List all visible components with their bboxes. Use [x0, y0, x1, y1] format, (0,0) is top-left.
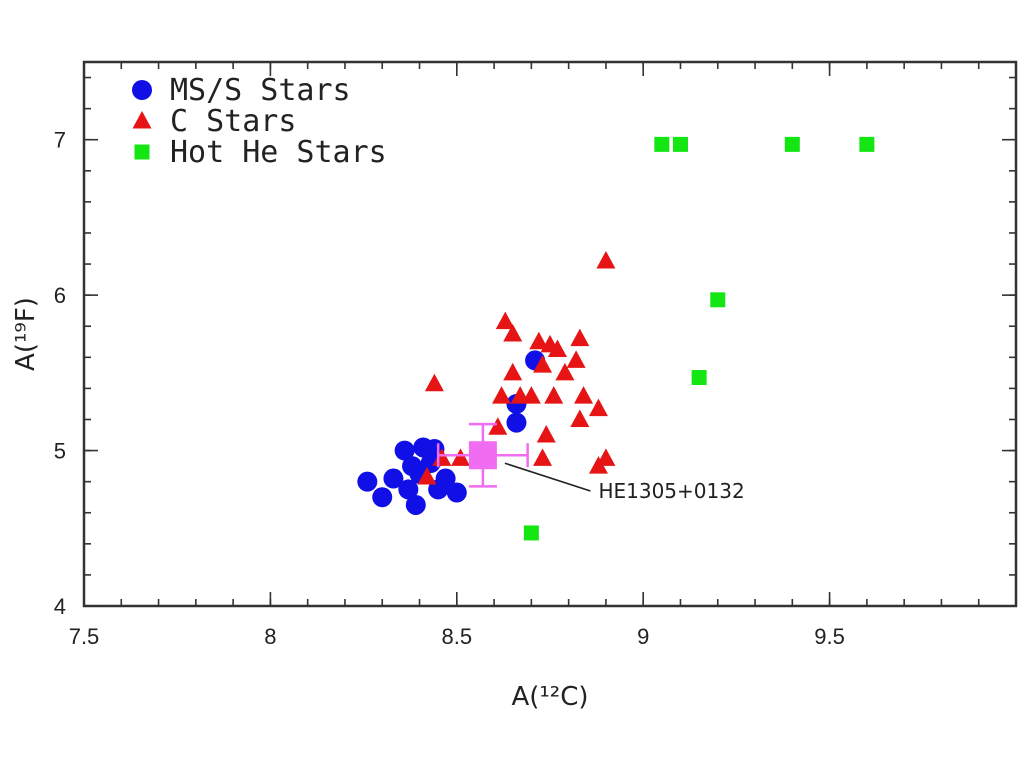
hot-he-stars-point: [784, 136, 800, 152]
data-marks: [357, 136, 875, 541]
ms-s-stars-point: [405, 494, 426, 515]
c-stars-point: [533, 355, 553, 373]
hot-he-stars-point: [654, 136, 670, 152]
c-stars-point: [451, 448, 471, 466]
c-stars-point: [492, 386, 512, 404]
y-axis-label: A(¹⁹F): [11, 297, 41, 371]
c-stars-point: [503, 324, 523, 342]
c-stars-point: [596, 250, 616, 269]
c-stars-point: [424, 373, 444, 392]
c-stars-point: [547, 339, 567, 358]
x-tick-label: 8: [264, 624, 276, 649]
highlight-star-group: HE1305+0132: [436, 422, 745, 503]
c-stars-point: [555, 362, 575, 381]
hot-he-stars-point: [691, 370, 707, 386]
plot-frame: [82, 60, 1018, 608]
c-stars-point: [570, 328, 590, 347]
x-tick-label: 9.5: [814, 624, 845, 649]
legend-marker-ms-s-stars: [132, 80, 152, 100]
c-stars-point: [521, 386, 541, 404]
c-stars-point: [588, 398, 608, 417]
ms-s-stars-point: [402, 456, 423, 477]
c-stars-point: [566, 350, 586, 368]
c-stars-point: [596, 448, 616, 466]
x-tick-label: 7.5: [69, 624, 100, 649]
x-tick-label: 9: [637, 624, 649, 649]
c-stars-point: [495, 311, 515, 330]
legend-label-hot-he-stars: Hot He Stars: [170, 135, 387, 170]
highlight-star-point: [468, 441, 497, 470]
ms-s-stars-point: [398, 479, 419, 500]
y-tick-label: 5: [54, 439, 66, 464]
y-tick-label: 7: [54, 128, 66, 153]
c-stars-point: [417, 466, 437, 485]
c-stars-point: [536, 425, 556, 443]
y-tick-label: 6: [54, 283, 66, 308]
c-stars-point: [533, 448, 553, 466]
c-stars-point: [570, 409, 590, 427]
hot-he-stars-point: [672, 136, 688, 152]
x-tick-label: 8.5: [442, 624, 473, 649]
c-stars-point: [574, 386, 594, 404]
c-stars-point: [503, 362, 523, 381]
legend-marker-hot-he-stars: [134, 144, 150, 160]
ms-s-stars-point: [383, 468, 404, 489]
c-stars-point: [544, 386, 564, 404]
hot-he-stars-point: [523, 525, 539, 541]
hot-he-stars-point: [859, 136, 875, 152]
ms-s-stars-point: [435, 468, 456, 489]
legend-marker-c-stars: [132, 111, 152, 129]
c-stars-point: [488, 417, 508, 435]
ms-s-stars-point: [357, 471, 378, 492]
x-axis-label: A(¹²C): [511, 682, 588, 712]
annotation-label: HE1305+0132: [598, 479, 744, 503]
hot-he-stars-point: [710, 292, 726, 308]
annotation-line: [504, 462, 591, 492]
y-tick-label: 4: [54, 594, 66, 619]
ms-s-stars-point: [372, 487, 393, 508]
c-stars-point: [529, 331, 549, 350]
legend-label-ms-s-stars: MS/S Stars: [170, 73, 351, 108]
ms-s-stars-point: [394, 440, 415, 461]
ms-s-stars-point: [506, 412, 527, 433]
axis-ticks: 7.5 8 8.5 9 9.5 4 5 6 7: [54, 62, 1017, 649]
ms-s-stars-point: [446, 482, 467, 503]
legend-label-c-stars: C Stars: [170, 104, 296, 139]
